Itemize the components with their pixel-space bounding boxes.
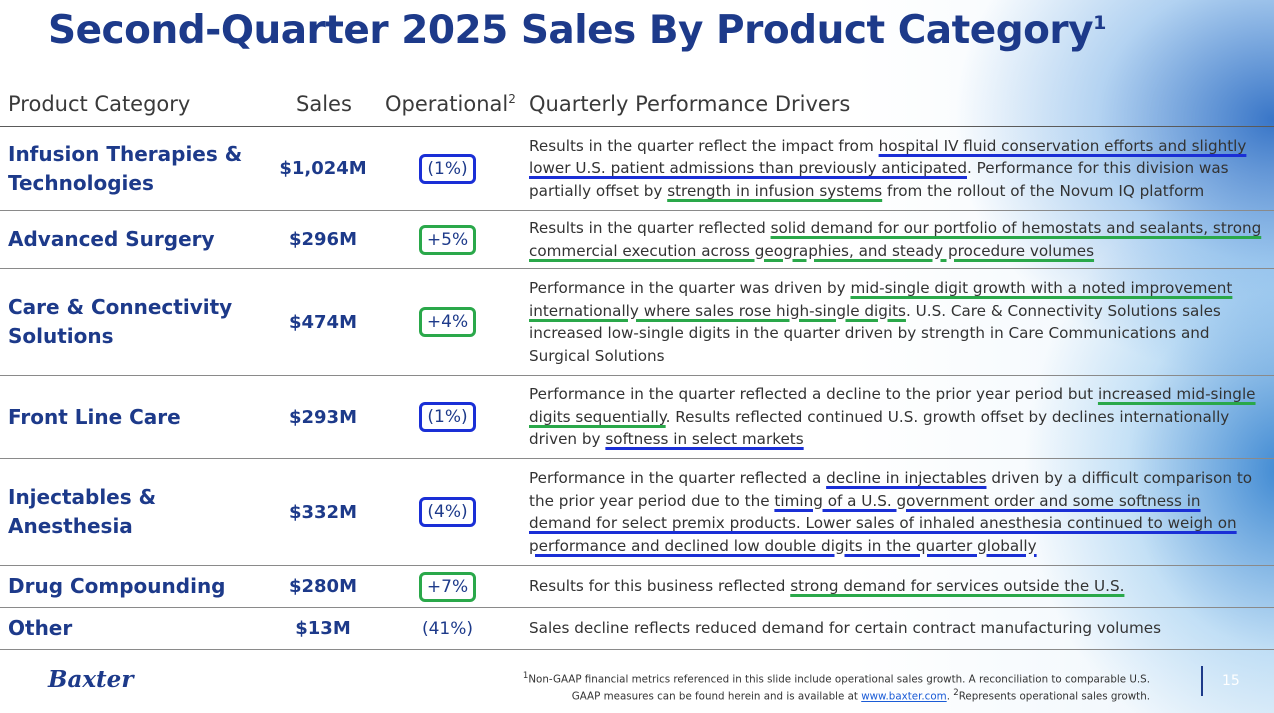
sales-value: $293M <box>288 406 357 428</box>
background-wave <box>854 0 1274 713</box>
driver-text: Results in the quarter reflect the impac… <box>529 136 879 155</box>
operational-growth: (4%) <box>419 497 476 527</box>
slide-title: Second-Quarter 2025 Sales By Product Cat… <box>48 8 1106 53</box>
highlighted-phrase: strength in infusion systems <box>667 181 883 200</box>
operational-growth: +7% <box>418 571 477 602</box>
highlighted-phrase: mid-single digit growth with a noted imp… <box>529 279 1233 320</box>
driver-text: Performance in the quarter reflected a d… <box>529 385 1098 404</box>
header-operational-label: Operational <box>385 92 509 116</box>
table-body: Infusion Therapies & Technologies $1,024M… <box>0 127 1274 650</box>
footnote-1-marker: 1 <box>522 671 529 681</box>
operational-growth: +5% <box>418 224 477 255</box>
table-row: Injectables & Anesthesia $332M (4%) Perform… <box>0 459 1274 566</box>
performance-drivers: Performance in the quarter reflected a d… <box>529 376 1262 458</box>
driver-text: Sales decline reflects reduced demand fo… <box>529 619 1162 638</box>
operational-growth: +4% <box>418 307 477 337</box>
table-header: Product Category Sales Operational2 Quar… <box>0 84 1274 127</box>
page-number: 15 <box>1222 673 1240 689</box>
operational-growth: (41%) <box>421 618 474 639</box>
category-name: Advanced Surgery <box>8 227 215 251</box>
driver-text: . Results reflected continued U.S. growt… <box>529 407 1230 449</box>
slide-title-text: Second-Quarter 2025 Sales By Product Cat… <box>48 8 1094 53</box>
operational-cell: (4%) <box>390 459 505 565</box>
operational-cell: +4% <box>390 269 505 375</box>
category-name: Other <box>8 616 73 640</box>
performance-drivers: Results in the quarter reflect the impac… <box>529 127 1262 210</box>
operational-cell: +5% <box>390 211 505 268</box>
footnote-1-text: Non-GAAP financial metrics referenced in… <box>528 673 1150 703</box>
operational-growth: (1%) <box>419 153 476 184</box>
table-row: Care & Connectivity Solutions $474M +4% Per… <box>0 269 1274 376</box>
highlighted-phrase: timing of a U.S. government order and so… <box>529 491 1237 555</box>
performance-drivers: Performance in the quarter reflected a d… <box>529 459 1262 565</box>
driver-text: . Performance for this division was part… <box>529 159 1229 200</box>
drivers-text: Results in the quarter reflected solid d… <box>529 217 1262 262</box>
operational-cell: (1%) <box>390 127 505 210</box>
performance-drivers: Sales decline reflects reduced demand fo… <box>529 608 1262 649</box>
table-row: Advanced Surgery $296M +5% Results in the q… <box>0 211 1274 269</box>
header-operational: Operational2 <box>385 92 516 116</box>
category-name: Front Line Care <box>8 404 181 429</box>
sales-value: $13M <box>295 618 351 639</box>
drivers-text: Performance in the quarter reflected a d… <box>529 467 1262 557</box>
category-name: Drug Compounding <box>8 574 226 598</box>
performance-drivers: Results for this business reflected stro… <box>529 566 1262 607</box>
driver-text: Performance in the quarter reflected a <box>529 469 827 487</box>
category-name: Infusion Therapies & Technologies <box>8 141 243 195</box>
operational-growth: (1%) <box>419 402 476 432</box>
operational-cell: +7% <box>390 566 505 607</box>
driver-text: driven by a difficult comparison to the … <box>529 469 1253 510</box>
table-row: Infusion Therapies & Technologies $1,024M… <box>0 127 1274 211</box>
performance-drivers: Results in the quarter reflected solid d… <box>529 211 1262 268</box>
operational-cell: (1%) <box>390 376 505 458</box>
footnote: 1Non-GAAP financial metrics referenced i… <box>510 669 1150 704</box>
table-row: Front Line Care $293M (1%) Performance in t… <box>0 376 1274 459</box>
highlighted-phrase: increased mid-single digits sequentially <box>529 385 1256 426</box>
performance-drivers: Performance in the quarter was driven by… <box>529 269 1262 375</box>
header-sales: Sales <box>296 92 352 116</box>
drivers-text: Results in the quarter reflect the impac… <box>529 135 1262 203</box>
sales-value: $296M <box>288 229 357 250</box>
highlighted-phrase: strong demand for services outside the U… <box>790 577 1125 596</box>
baxter-logo: Baxter <box>48 666 134 693</box>
header-operational-footnote: 2 <box>508 92 516 106</box>
driver-text: from the rollout of the Novum IQ platfor… <box>882 181 1205 200</box>
category-name: Injectables & Anesthesia <box>8 485 157 538</box>
driver-text: Performance in the quarter was driven by <box>529 279 851 297</box>
drivers-text: Performance in the quarter was driven by… <box>529 277 1262 367</box>
footnote-2-marker: 2 <box>953 688 959 699</box>
footer-divider <box>1201 666 1203 696</box>
highlighted-phrase: decline in injectables <box>826 469 987 487</box>
sales-value: $280M <box>288 576 357 597</box>
highlighted-phrase: solid demand for our portfolio of hemost… <box>529 219 1262 260</box>
drivers-text: Sales decline reflects reduced demand fo… <box>529 617 1161 640</box>
table-row: Drug Compounding $280M +7% Results for this… <box>0 566 1274 608</box>
highlighted-phrase: softness in select markets <box>605 430 804 449</box>
sales-value: $332M <box>288 501 357 523</box>
title-footnote-marker: 1 <box>1093 12 1106 34</box>
sales-value: $1,024M <box>279 158 367 179</box>
sales-value: $474M <box>288 311 357 333</box>
drivers-text: Results for this business reflected stro… <box>529 575 1124 598</box>
sales-table: Product Category Sales Operational2 Quar… <box>0 84 1274 650</box>
table-row: Other $13M (41%) Sales decline reflects red… <box>0 608 1274 650</box>
drivers-text: Performance in the quarter reflected a d… <box>529 383 1262 451</box>
operational-cell: (41%) <box>390 608 505 649</box>
category-name: Care & Connectivity Solutions <box>8 295 233 348</box>
header-drivers: Quarterly Performance Drivers <box>529 92 851 116</box>
footnote-2-text: Represents operational sales growth. <box>958 690 1150 703</box>
header-product-category: Product Category <box>8 92 191 116</box>
driver-text: Results in the quarter reflected <box>529 219 771 237</box>
driver-text: . U.S. Care & Connectivity Solutions sal… <box>529 301 1221 365</box>
highlighted-phrase: hospital IV fluid conservation efforts a… <box>529 136 1247 178</box>
baxter-link[interactable]: www.baxter.com <box>861 690 947 703</box>
footnote-separator: . <box>946 690 954 703</box>
driver-text: Results for this business reflected <box>529 577 791 596</box>
